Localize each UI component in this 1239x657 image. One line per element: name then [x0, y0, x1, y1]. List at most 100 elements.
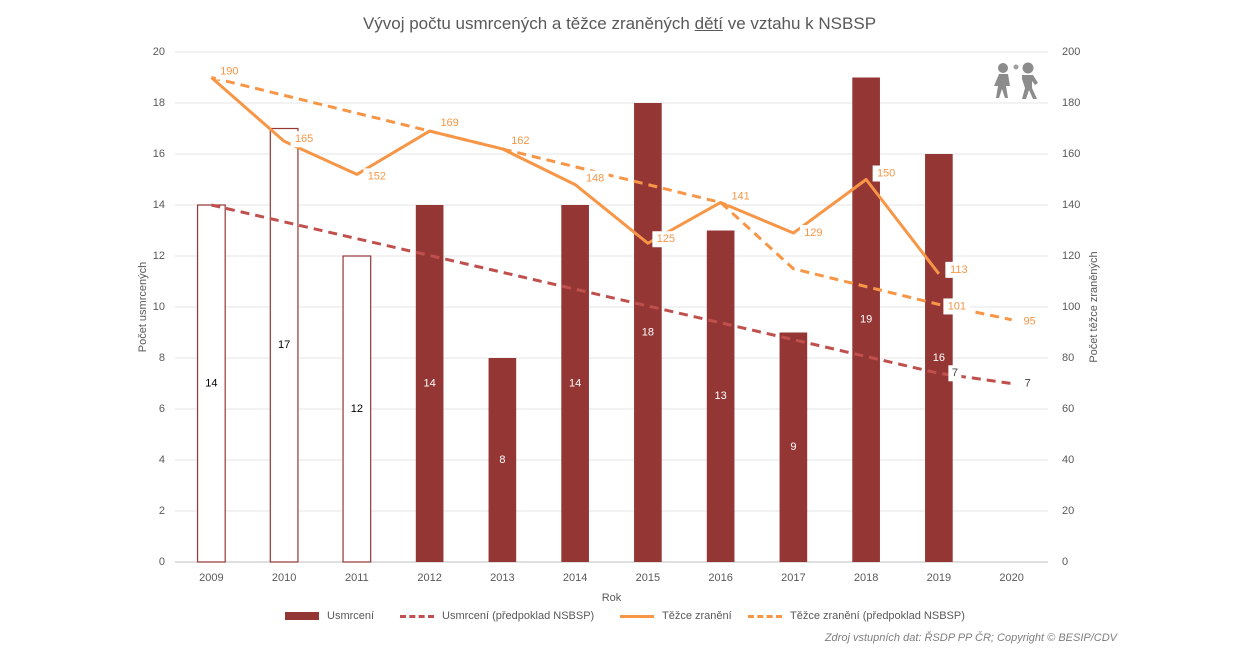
- y-left-tick-label: 12: [153, 250, 165, 262]
- y-left-tick-label: 20: [153, 46, 165, 58]
- tezce-zraneni-label-bg: [215, 63, 243, 80]
- tezce-zraneni-label-bg: [581, 170, 609, 187]
- bar: [852, 77, 880, 562]
- legend-item-usmrceni-predpoklad: Usmrcení (předpoklad NSBSP): [400, 610, 594, 622]
- y-right-tick-label: 140: [1062, 199, 1080, 211]
- bar-value-label: 13: [715, 390, 727, 402]
- y-left-tick-label: 0: [159, 556, 165, 568]
- usmrceni-predpoklad-line: [211, 203, 1012, 385]
- axes: 0 2 4 6 8 10 12 14 16 18 20 0 20 40 60 80 100 120 140 160 18…: [137, 46, 1100, 604]
- tezce-zraneni-label-bg: [727, 188, 755, 205]
- tezce-zraneni-label: 113: [950, 264, 968, 276]
- legend-swatch-dashed: [400, 614, 434, 618]
- y-left-tick-label: 18: [153, 97, 165, 109]
- bar-value-label: 19: [860, 314, 872, 326]
- y-right-tick-label: 180: [1062, 97, 1080, 109]
- usmrceni-predpoklad-label: 7: [1025, 377, 1031, 389]
- tezce-zraneni-label: 165: [295, 133, 313, 145]
- bar: [269, 127, 299, 563]
- tezce-zraneni-label-bg: [290, 131, 318, 148]
- tezce-zraneni-predpoklad-label-bg: [1019, 313, 1040, 330]
- y-right-tick-label: 20: [1062, 505, 1074, 517]
- y-right-tick-label: 40: [1062, 454, 1074, 466]
- legend-swatch-bar: [285, 612, 319, 620]
- tezce-zraneni-label: 141: [731, 190, 749, 202]
- bar-value-label: 16: [933, 352, 945, 364]
- tezce-zraneni-label-bg: [652, 231, 680, 248]
- tezce-zraneni-label-bg: [436, 115, 464, 132]
- y-left-tick-label: 10: [153, 301, 165, 313]
- usmrceni-predpoklad-label: 7: [952, 367, 958, 379]
- tezce-zraneni-predpoklad-label-bg: [943, 298, 971, 315]
- bar: [925, 154, 953, 562]
- y-right-tick-label: 80: [1062, 352, 1074, 364]
- source-note: Zdroj vstupních dat: ŘSDP PP ČR; Copyrig…: [824, 632, 1117, 644]
- data-labels: 1417121481418139191619016515216916214812…: [205, 63, 1040, 466]
- x-tick-label: 2020: [999, 572, 1023, 584]
- x-tick-label: 2016: [708, 572, 732, 584]
- y-left-axis-title: Počet usmrcených: [137, 262, 149, 352]
- legend-item-usmrceni: Usmrcení: [285, 610, 374, 622]
- bar: [634, 103, 662, 562]
- bar: [342, 255, 372, 563]
- bar-series: [196, 77, 953, 563]
- bar-value-label: 14: [205, 377, 217, 389]
- x-tick-label: 2012: [417, 572, 441, 584]
- y-left-tick-label: 8: [159, 352, 165, 364]
- x-tick-label: 2010: [272, 572, 296, 584]
- legend-item-tezce-zraneni: Těžce zranění: [620, 610, 732, 622]
- line-series: [210, 76, 1012, 385]
- chart-title: Vývoj počtu usmrcených a těžce zraněných…: [362, 14, 877, 33]
- bar-value-label: 12: [351, 403, 363, 415]
- tezce-zraneni-label: 190: [220, 65, 238, 77]
- bar: [488, 358, 517, 562]
- tezce-zraneni-label-bg: [363, 168, 391, 185]
- tezce-zraneni-label-bg: [506, 132, 534, 149]
- bar-value-label: 18: [642, 326, 654, 338]
- y-right-tick-label: 120: [1062, 250, 1080, 262]
- y-left-tick-label: 2: [159, 505, 165, 517]
- usmrceni-predpoklad-label-bg: [948, 365, 962, 382]
- x-tick-label: 2011: [345, 572, 369, 584]
- tezce-zraneni-label: 162: [511, 135, 529, 147]
- tezce-zraneni-label: 125: [657, 233, 675, 245]
- x-tick-label: 2013: [490, 572, 514, 584]
- y-right-tick-label: 160: [1062, 148, 1080, 160]
- y-left-tick-label: 16: [153, 148, 165, 160]
- y-left-tick-label: 14: [153, 199, 165, 211]
- y-left-tick-label: 6: [159, 403, 165, 415]
- bar: [779, 332, 808, 562]
- tezce-zraneni-label-bg: [872, 165, 900, 182]
- x-axis-title: Rok: [602, 592, 622, 604]
- bar-value-label: 9: [790, 441, 796, 453]
- y-left-tick-label: 4: [159, 454, 165, 466]
- x-tick-label: 2018: [854, 572, 878, 584]
- y-right-tick-label: 100: [1062, 301, 1080, 313]
- y-right-axis-title: Počet těžce zraněných: [1088, 251, 1100, 362]
- x-tick-label: 2014: [563, 572, 587, 584]
- tezce-zraneni-predpoklad-label: 101: [948, 300, 966, 312]
- tezce-zraneni-label: 148: [586, 173, 604, 185]
- x-tick-label: 2019: [927, 572, 951, 584]
- tezce-zraneni-label-bg: [945, 261, 973, 278]
- tezce-zraneni-label: 152: [368, 170, 386, 182]
- children-playing-icon: [994, 62, 1038, 99]
- bar-value-label: 14: [424, 377, 436, 389]
- bar-value-label: 8: [499, 454, 505, 466]
- bar-value-label: 14: [569, 377, 581, 389]
- y-right-tick-label: 0: [1062, 556, 1068, 568]
- bar: [561, 205, 589, 562]
- legend-swatch-line: [620, 614, 654, 618]
- x-tick-label: 2017: [781, 572, 805, 584]
- tezce-zraneni-label: 129: [804, 227, 822, 239]
- tezce-zraneni-label: 169: [440, 117, 458, 129]
- x-tick-label: 2009: [199, 572, 223, 584]
- bar: [415, 205, 444, 562]
- y-right-tick-label: 60: [1062, 403, 1074, 415]
- tezce-zraneni-line: [210, 76, 941, 275]
- tezce-zraneni-predpoklad-line: [211, 76, 1012, 322]
- tezce-zraneni-predpoklad-label: 95: [1024, 316, 1036, 328]
- bar-value-label: 17: [278, 339, 290, 351]
- tezce-zraneni-label: 150: [877, 167, 895, 179]
